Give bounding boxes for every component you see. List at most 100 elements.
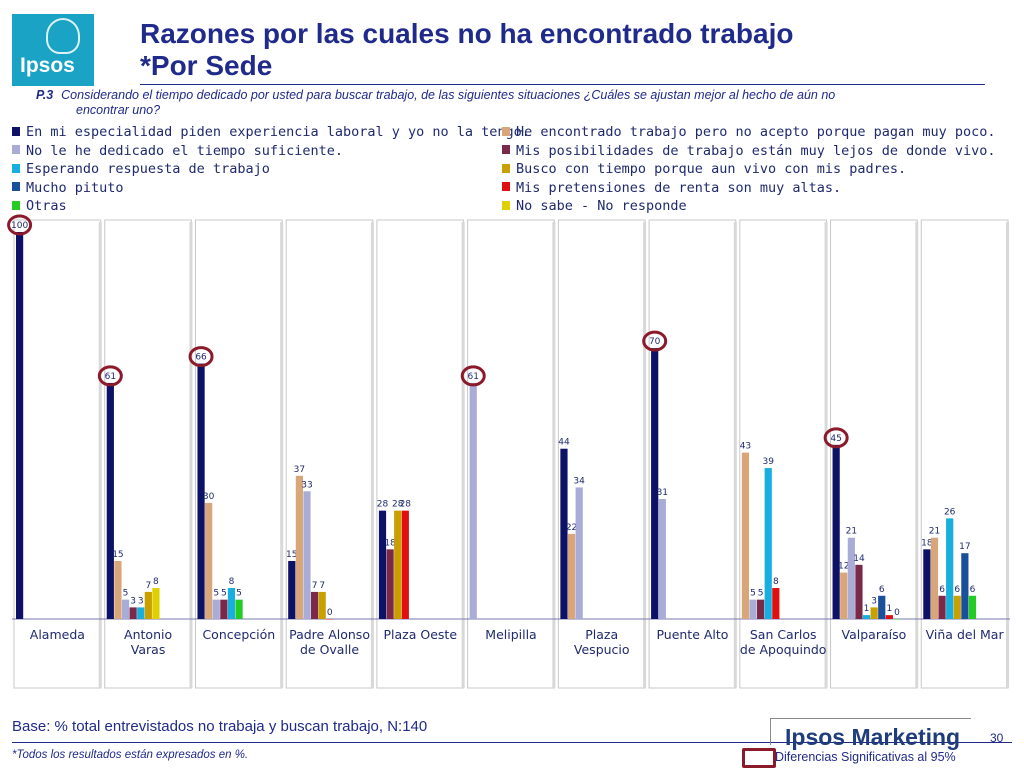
data-label: 5 xyxy=(213,589,219,599)
data-label: 12 xyxy=(838,562,849,572)
bar xyxy=(378,510,387,619)
base-note: Base: % total entrevistados no trabaja y… xyxy=(12,718,428,735)
data-label: 6 xyxy=(970,585,976,595)
bar xyxy=(953,595,961,619)
data-label: 15 xyxy=(112,550,123,560)
category-label: Melipilla xyxy=(485,627,536,642)
significance-circle xyxy=(7,214,33,236)
legend-item: No le he dedicado el tiempo suficiente. xyxy=(12,143,343,161)
legend-item: No sabe - No responde xyxy=(502,198,687,216)
legend-item: Mis posibilidades de trabajo están muy l… xyxy=(502,143,996,161)
legend-label: Mis pretensiones de renta son muy altas. xyxy=(516,179,842,196)
category-panel xyxy=(648,219,737,689)
legend-swatch xyxy=(502,126,510,136)
data-label: 7 xyxy=(145,581,151,591)
legend-label: He encontrado trabajo pero no acepto por… xyxy=(516,124,996,140)
category-label-line: Varas xyxy=(131,642,166,657)
data-label: 15 xyxy=(286,550,297,560)
bar xyxy=(303,491,311,619)
legend-item: En mi especialidad piden experiencia lab… xyxy=(12,124,530,142)
page-title: Razones por las cuales no ha encontrado … xyxy=(140,18,794,49)
data-label: 7 xyxy=(312,581,318,591)
significance-circle xyxy=(188,346,214,368)
data-label: 18 xyxy=(384,538,396,548)
panel-shadow xyxy=(824,222,828,688)
data-label: 43 xyxy=(740,442,751,452)
category-label: Padre Alonso de Ovalle xyxy=(289,627,370,657)
data-label: 30 xyxy=(203,492,215,502)
bar xyxy=(129,607,137,619)
question-line-2: encontrar uno? xyxy=(76,103,161,117)
data-label: 28 xyxy=(377,500,389,510)
bar xyxy=(772,588,780,619)
legend-label: En mi especialidad piden experiencia lab… xyxy=(26,124,530,140)
data-label: 26 xyxy=(944,507,956,517)
bar xyxy=(212,599,220,619)
bar xyxy=(394,510,402,619)
bar xyxy=(560,448,568,619)
legend-swatch xyxy=(12,126,20,136)
data-label: 28 xyxy=(400,500,412,510)
category-label-line: Antonio xyxy=(124,627,172,642)
data-label: 21 xyxy=(846,527,857,537)
legend-label: Mucho pituto xyxy=(26,179,124,196)
category-label-line: Valparaíso xyxy=(842,627,907,642)
footer-divider xyxy=(12,742,1012,743)
category-panel xyxy=(467,219,555,689)
legend-item: Mis pretensiones de renta son muy altas. xyxy=(502,180,841,198)
data-label: 8 xyxy=(773,577,779,587)
data-label: 3 xyxy=(138,596,144,606)
data-label: 5 xyxy=(221,589,227,599)
data-label: 45 xyxy=(830,434,841,444)
legend-label: Busco con tiempo porque aun vivo con mis… xyxy=(516,161,907,177)
bar xyxy=(870,607,878,619)
bar xyxy=(938,595,946,619)
legend-label: No sabe - No responde xyxy=(516,198,687,214)
significance-circle xyxy=(823,427,849,449)
bar xyxy=(288,560,296,619)
legend-item: Busco con tiempo porque aun vivo con mis… xyxy=(502,161,906,179)
bar xyxy=(144,591,152,619)
category-label-line: Melipilla xyxy=(485,627,536,642)
category-label: Concepción xyxy=(202,627,275,642)
legend-swatch xyxy=(12,163,20,173)
data-label: 61 xyxy=(468,372,479,382)
category-label: Viña del Mar xyxy=(926,627,1005,642)
bar xyxy=(832,444,840,619)
panel-shadow xyxy=(98,222,102,688)
legend-item: He encontrado trabajo pero no acepto por… xyxy=(502,124,996,142)
bar xyxy=(401,510,409,619)
legend-label: Mis posibilidades de trabajo están muy l… xyxy=(516,142,996,159)
bar xyxy=(137,607,145,619)
panel-shadow xyxy=(552,222,556,688)
data-label: 0 xyxy=(894,608,900,618)
category-label-line: Padre Alonso xyxy=(289,627,370,642)
bar xyxy=(295,475,303,619)
ipsos-logo: Ipsos xyxy=(12,14,94,86)
panel-shadow xyxy=(280,222,284,688)
data-label: 100 xyxy=(11,221,28,231)
panel-shadow xyxy=(1006,222,1009,688)
data-label: 5 xyxy=(123,589,129,599)
data-label: 31 xyxy=(657,488,668,498)
title-divider xyxy=(140,84,985,85)
question-text: P.3 Considerando el tiempo dedicado por u… xyxy=(36,88,966,118)
bar xyxy=(847,537,855,619)
legend-label: Otras xyxy=(26,198,67,214)
category-label-line: San Carlos xyxy=(750,627,817,642)
significance-circle xyxy=(460,365,486,387)
bar xyxy=(764,468,772,619)
bar xyxy=(114,560,122,619)
panel-shadow xyxy=(915,222,919,688)
data-label: 61 xyxy=(105,372,116,382)
data-label: 37 xyxy=(294,465,305,475)
data-label: 6 xyxy=(954,585,960,595)
logo-text: Ipsos xyxy=(20,54,75,77)
data-label: 28 xyxy=(392,500,404,510)
category-label: Puente Alto xyxy=(656,627,728,642)
significance-marker-icon xyxy=(742,748,776,768)
legend-label: Esperando respuesta de trabajo xyxy=(26,161,270,177)
bar xyxy=(575,487,583,619)
data-label: 70 xyxy=(649,337,661,347)
legend-swatch xyxy=(12,182,20,191)
